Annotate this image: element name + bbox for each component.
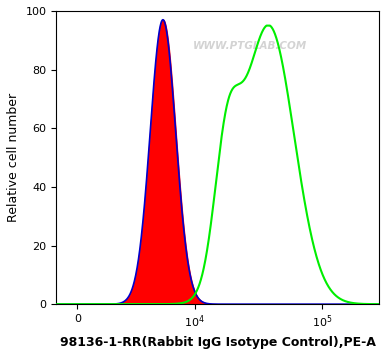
- Y-axis label: Relative cell number: Relative cell number: [7, 93, 20, 222]
- X-axis label: 98136-1-RR(Rabbit IgG Isotype Control),PE-A: 98136-1-RR(Rabbit IgG Isotype Control),P…: [60, 336, 376, 349]
- Text: WWW.PTGLAB.COM: WWW.PTGLAB.COM: [193, 41, 307, 51]
